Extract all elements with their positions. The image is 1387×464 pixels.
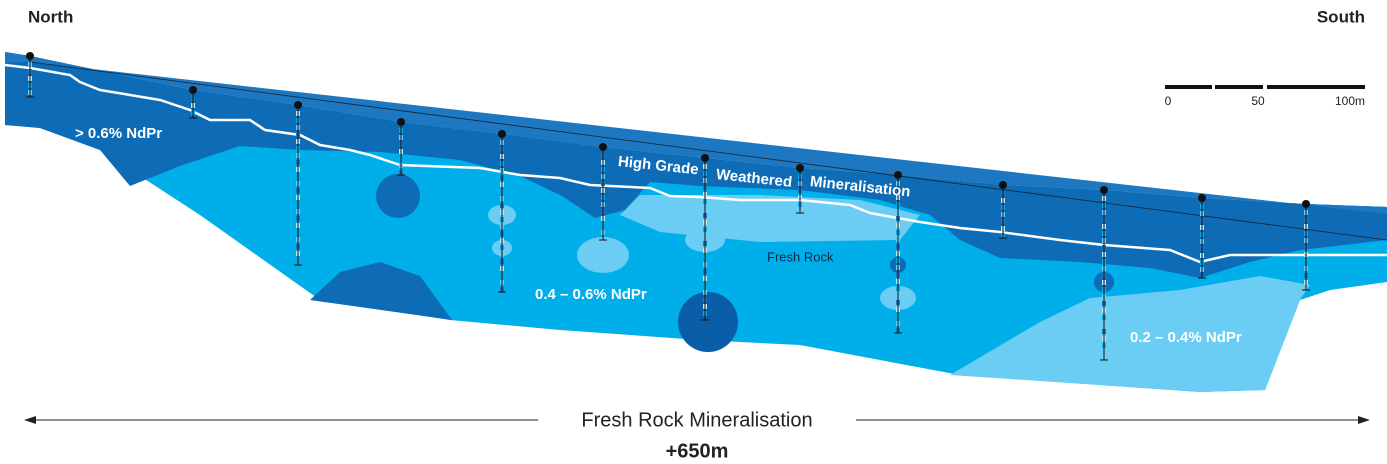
south-label: South <box>1317 7 1365 26</box>
zone-label: 0.4 – 0.6% NdPr <box>535 286 647 303</box>
scale-bar <box>1215 85 1263 89</box>
collar <box>999 181 1007 189</box>
zone-label: 0.2 – 0.4% NdPr <box>1130 329 1242 346</box>
collar <box>1302 200 1310 208</box>
collar <box>189 86 197 94</box>
scale-label: 50 <box>1251 94 1265 108</box>
collar <box>26 52 34 60</box>
collar <box>599 143 607 151</box>
scale-label: 0 <box>1165 94 1172 108</box>
span-label: Fresh Rock Mineralisation <box>581 409 812 431</box>
arrow-head <box>24 416 36 424</box>
dark-blob <box>678 292 738 352</box>
collar <box>894 171 902 179</box>
collar <box>397 118 405 126</box>
collar <box>498 130 506 138</box>
collar <box>701 154 709 162</box>
collar <box>1100 186 1108 194</box>
zone-label: Fresh Rock <box>767 249 834 264</box>
scale-label: 100m <box>1335 94 1365 108</box>
cross-section: North South > 0.6% NdPr High Grade Weath… <box>0 0 1387 464</box>
scale-bar <box>1267 85 1365 89</box>
scale-bar <box>1165 85 1212 89</box>
north-label: North <box>28 7 73 26</box>
light-blob <box>577 237 629 273</box>
collar <box>1198 194 1206 202</box>
dark-blob <box>376 174 420 218</box>
collar <box>796 164 804 172</box>
span-length: +650m <box>666 440 729 462</box>
arrow-head <box>1358 416 1370 424</box>
collar <box>294 101 302 109</box>
zone-label: > 0.6% NdPr <box>75 125 162 142</box>
